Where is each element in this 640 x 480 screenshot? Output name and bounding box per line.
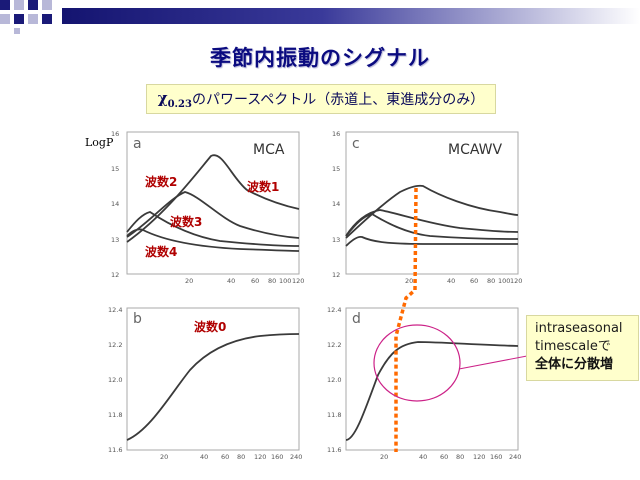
panel-c-xticks: 20 40 60 80 100 120 (405, 277, 522, 285)
ytick: 11.6 (327, 446, 341, 454)
xtick: 120 (473, 453, 485, 461)
panel-b-yticks: 12.4 12.2 12.0 11.8 11.6 (108, 306, 122, 454)
panel-a-letter: a (133, 136, 142, 152)
ytick: 12 (332, 271, 340, 279)
callout-box: intraseasonal timescaleで 全体に分散増 (526, 315, 639, 381)
chi-symbol: χ0.23 (157, 88, 192, 110)
xtick: 80 (237, 453, 245, 461)
xtick: 80 (456, 453, 464, 461)
label-wavenumber-0: 波数0 (194, 319, 226, 334)
ytick: 12 (111, 271, 119, 279)
callout-line2: timescaleで (535, 339, 611, 354)
panel-b-xticks: 20 40 60 80 120 160 240 (160, 453, 302, 461)
ytick: 15 (332, 165, 340, 173)
label-wavenumber-1: 波数1 (247, 179, 279, 194)
callout-connector (458, 355, 528, 370)
xtick: 40 (447, 277, 455, 285)
panel-c-letter: c (352, 136, 360, 152)
ytick: 12.2 (108, 341, 122, 349)
label-wavenumber-2: 波数2 (145, 174, 177, 189)
panel-c-yticks: 16 15 14 13 12 (332, 130, 340, 279)
ytick: 15 (111, 165, 119, 173)
ytick: 12.2 (327, 341, 341, 349)
panel-a-name: MCA (253, 142, 285, 158)
ytick: 11.6 (108, 446, 122, 454)
highlight-ellipse (373, 324, 461, 402)
ytick: 11.8 (108, 411, 122, 419)
ytick: 12.4 (327, 306, 341, 314)
panel-d-letter: d (352, 311, 361, 327)
subtitle-box: χ0.23 のパワースペクトル（赤道上、東進成分のみ） (146, 84, 496, 114)
ytick: 16 (111, 130, 119, 138)
panel-b-letter: b (133, 311, 142, 327)
xtick: 240 (509, 453, 521, 461)
xtick: 20 (160, 453, 168, 461)
xtick: 60 (470, 277, 478, 285)
ytick: 13 (111, 236, 119, 244)
ytick: 11.8 (327, 411, 341, 419)
ytick: 14 (111, 200, 119, 208)
xtick: 20 (405, 277, 413, 285)
xtick: 100 (498, 277, 510, 285)
curve-wavenumber-1 (126, 154, 300, 243)
ytick: 13 (332, 236, 340, 244)
panel-d-xticks: 20 40 60 80 120 160 240 (380, 453, 521, 461)
y-axis-label: LogP (85, 136, 114, 149)
xtick: 20 (185, 277, 193, 285)
xtick: 20 (380, 453, 388, 461)
panel-a-curves (126, 154, 300, 252)
xtick: 80 (268, 277, 276, 285)
curve-d (345, 341, 519, 441)
ytick: 12.0 (108, 376, 122, 384)
panel-c-name: MCAWV (448, 142, 503, 158)
callout-line1: intraseasonal (535, 321, 623, 336)
xtick: 240 (290, 453, 302, 461)
header-bar (0, 0, 640, 34)
callout-line3: 全体に分散増 (535, 357, 614, 372)
panel-d-yticks: 12.4 12.2 12.0 11.8 11.6 (327, 306, 341, 454)
xtick: 120 (510, 277, 522, 285)
xtick: 100 (279, 277, 291, 285)
xtick: 60 (221, 453, 229, 461)
curve-wavenumber-3 (126, 211, 300, 247)
panel-c-curves (345, 184, 519, 247)
ytick: 14 (332, 200, 340, 208)
panel-c-frame (345, 131, 519, 275)
panel-b-frame (126, 307, 300, 451)
xtick: 40 (227, 277, 235, 285)
xtick: 120 (292, 277, 304, 285)
xtick: 60 (440, 453, 448, 461)
slide-title: 季節内振動のシグナル (210, 46, 430, 70)
label-wavenumber-4: 波数4 (145, 244, 177, 259)
ytick: 12.0 (327, 376, 341, 384)
panel-a-yticks: 16 15 14 13 12 (111, 130, 119, 279)
curve-c-4 (345, 235, 518, 247)
xtick: 80 (487, 277, 495, 285)
curve-wavenumber-2 (126, 191, 300, 239)
xtick: 60 (251, 277, 259, 285)
label-wavenumber-3: 波数3 (170, 214, 202, 229)
subtitle-text: のパワースペクトル（赤道上、東進成分のみ） (191, 92, 485, 108)
panel-d-frame (345, 307, 519, 451)
xtick: 40 (200, 453, 208, 461)
curve-c-3 (345, 213, 519, 240)
panel-a-frame (126, 131, 300, 275)
curve-wavenumber-0 (126, 333, 300, 441)
xtick: 40 (419, 453, 427, 461)
ytick: 12.4 (108, 306, 122, 314)
xtick: 160 (271, 453, 283, 461)
intraseasonal-guide-line (394, 187, 418, 452)
header-squares (0, 0, 52, 34)
xtick: 120 (254, 453, 266, 461)
xtick: 160 (490, 453, 502, 461)
curve-wavenumber-4 (126, 228, 300, 252)
ytick: 16 (332, 130, 340, 138)
panel-a-xticks: 20 40 60 80 100 120 (185, 277, 304, 285)
curve-c-1 (345, 184, 519, 239)
